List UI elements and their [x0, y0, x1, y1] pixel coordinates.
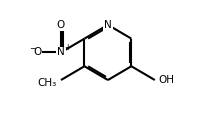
Text: CH₃: CH₃: [37, 79, 56, 88]
Text: N: N: [57, 47, 65, 57]
Text: +: +: [64, 43, 70, 52]
Text: −: −: [29, 44, 36, 54]
Text: O: O: [57, 20, 65, 30]
Text: OH: OH: [158, 75, 174, 85]
Text: O: O: [33, 47, 42, 57]
Text: N: N: [104, 20, 112, 30]
